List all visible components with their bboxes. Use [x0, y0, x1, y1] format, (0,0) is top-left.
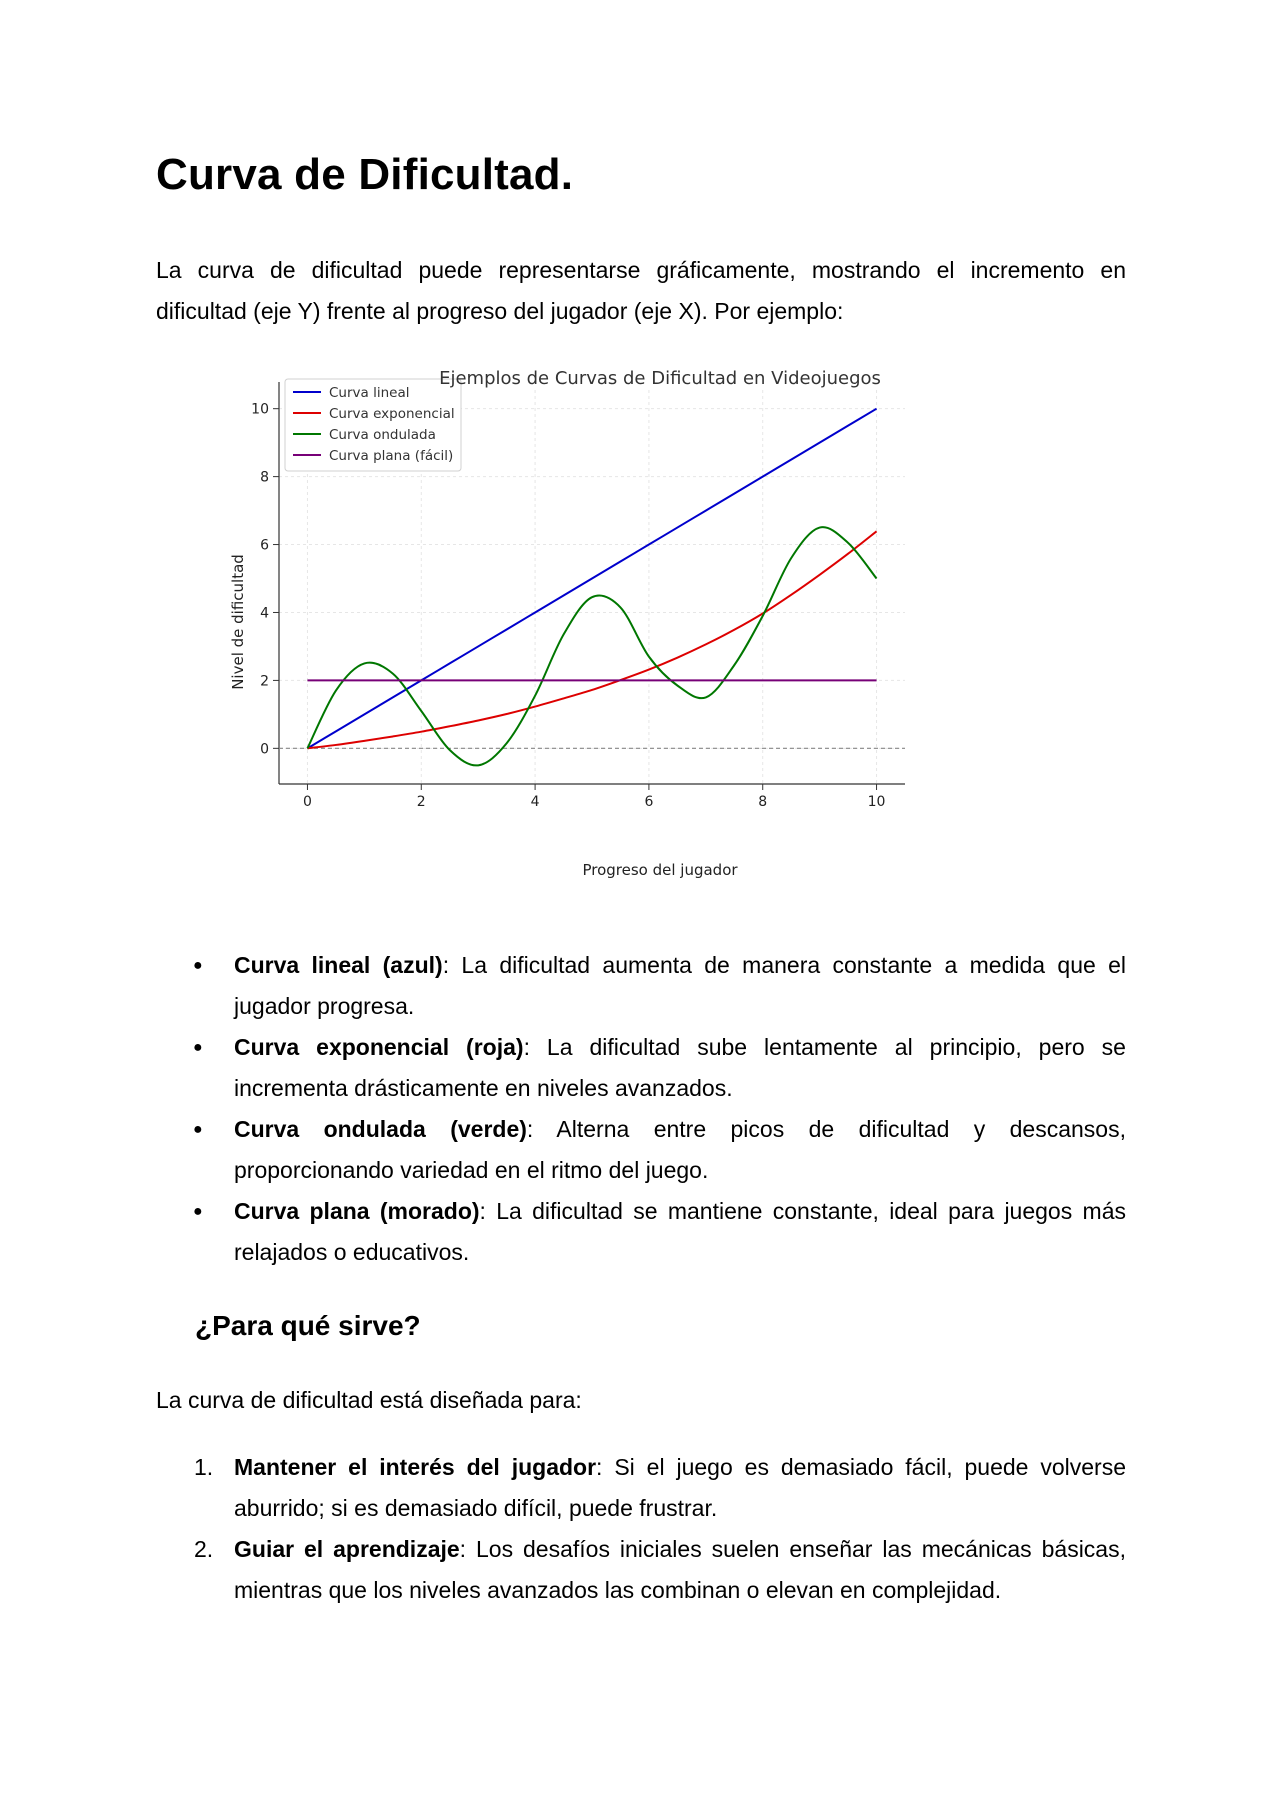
y-tick-label: 4 [260, 605, 269, 621]
x-tick-label: 0 [303, 794, 312, 810]
y-tick-label: 8 [260, 470, 269, 486]
list-item: Curva lineal (azul): La dificultad aumen… [156, 945, 1126, 1027]
list-item-term: Curva lineal (azul) [234, 952, 443, 978]
y-tick-label: 0 [260, 741, 269, 757]
curve-type-list: Curva lineal (azul): La dificultad aumen… [156, 945, 1126, 1273]
item-number: 2. [194, 1536, 214, 1562]
list-item: Curva plana (morado): La dificultad se m… [156, 1191, 1126, 1273]
x-tick-label: 10 [868, 794, 886, 810]
list-item: Curva ondulada (verde): Alterna entre pi… [156, 1109, 1126, 1191]
x-tick-label: 8 [758, 794, 767, 810]
legend-label: Curva exponencial [329, 406, 455, 422]
numbered-item-term: Mantener el interés del jugador [234, 1454, 597, 1480]
legend-label: Curva plana (fácil) [329, 448, 453, 464]
list-item-term: Curva plana (morado) [234, 1198, 480, 1224]
series-line-2 [306, 526, 878, 767]
y-tick-label: 6 [260, 538, 269, 554]
purpose-list: 1. Mantener el interés del jugador: Si el… [156, 1447, 1126, 1611]
numbered-item-term: Guiar el aprendizaje [234, 1536, 460, 1562]
numbered-item: 1. Mantener el interés del jugador: Si el… [156, 1447, 1126, 1529]
legend-label: Curva ondulada [329, 427, 436, 443]
section-title: ¿Para qué sirve? [195, 1310, 421, 1341]
series-line-1 [307, 530, 878, 750]
x-tick-label: 4 [531, 794, 540, 810]
numbered-item-text: : Si el juego es demasiado fácil, puede … [234, 1454, 1126, 1521]
y-tick-label: 2 [260, 673, 269, 689]
list-item-text: : La dificultad aumenta de manera consta… [234, 952, 1127, 1019]
intro-paragraph: La curva de dificultad puede representar… [156, 257, 1126, 324]
list-item-text: : Alterna entre picos de dificultad y de… [234, 1116, 1126, 1183]
list-item-term: Curva ondulada (verde) [234, 1116, 527, 1142]
item-number: 1. [194, 1454, 214, 1480]
legend-label: Curva lineal [329, 385, 409, 401]
document-title: Curva de Dificultad. [156, 150, 574, 199]
chart-title: Ejemplos de Curvas de Dificultad en Vide… [439, 368, 881, 389]
list-item-text: : La dificultad sube lentamente al princ… [234, 1034, 1126, 1101]
x-axis-label: Progreso del jugador [582, 861, 738, 879]
x-tick-label: 6 [644, 794, 653, 810]
chart-svg: 0 2 4 6 8 10 0 2 4 6 8 10 Curva lineal Curva exponen… [229, 368, 905, 879]
numbered-item-text: : Los desafíos iniciales suelen enseñar … [234, 1536, 1126, 1603]
list-item: Curva exponencial (roja): La dificultad … [156, 1027, 1126, 1109]
y-axis-label: Nivel de dificultad [229, 554, 247, 690]
difficulty-chart: 0 2 4 6 8 10 0 2 4 6 8 10 Curva lineal Curva exponen… [220, 360, 1060, 920]
list-item-text: : La dificultad se mantiene constante, i… [234, 1198, 1126, 1265]
series-line-0 [306, 407, 878, 750]
list-item-term: Curva exponencial (roja) [234, 1034, 524, 1060]
y-tick-label: 10 [251, 402, 269, 418]
legend-box [284, 378, 462, 472]
section-lead: La curva de dificultad está diseñada par… [156, 1387, 582, 1413]
x-tick-label: 2 [417, 794, 426, 810]
numbered-item: 2. Guiar el aprendizaje: Los desafíos ini… [156, 1529, 1126, 1611]
